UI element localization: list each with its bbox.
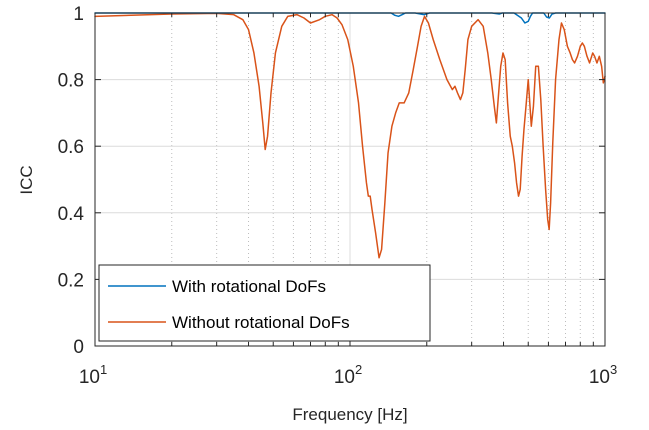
y-tick-label: 1 — [73, 4, 84, 25]
x-tick-label: 103 — [589, 362, 617, 388]
series-line-without-rotational — [94, 12, 606, 259]
y-tick-label: 0.2 — [58, 270, 84, 291]
legend-box — [98, 264, 431, 342]
y-tick-label: 0.8 — [58, 71, 84, 92]
y-tick-label: 0.6 — [58, 137, 84, 158]
x-axis-label: Frequency [Hz] — [292, 405, 407, 424]
y-tick-label: 0.4 — [58, 204, 85, 225]
x-tick-label: 102 — [334, 362, 362, 388]
y-axis-label: ICC — [17, 165, 36, 194]
legend-label-with-rotational: With rotational DoFs — [172, 277, 326, 296]
x-tick-label: 101 — [79, 362, 107, 388]
legend: With rotational DoFs Without rotational … — [98, 264, 431, 342]
legend-label-without-rotational: Without rotational DoFs — [172, 313, 350, 332]
axis-ticks: 101 102 103 0 0.2 0.4 0.6 0.8 1 — [58, 4, 618, 388]
y-tick-label: 0 — [73, 337, 84, 358]
